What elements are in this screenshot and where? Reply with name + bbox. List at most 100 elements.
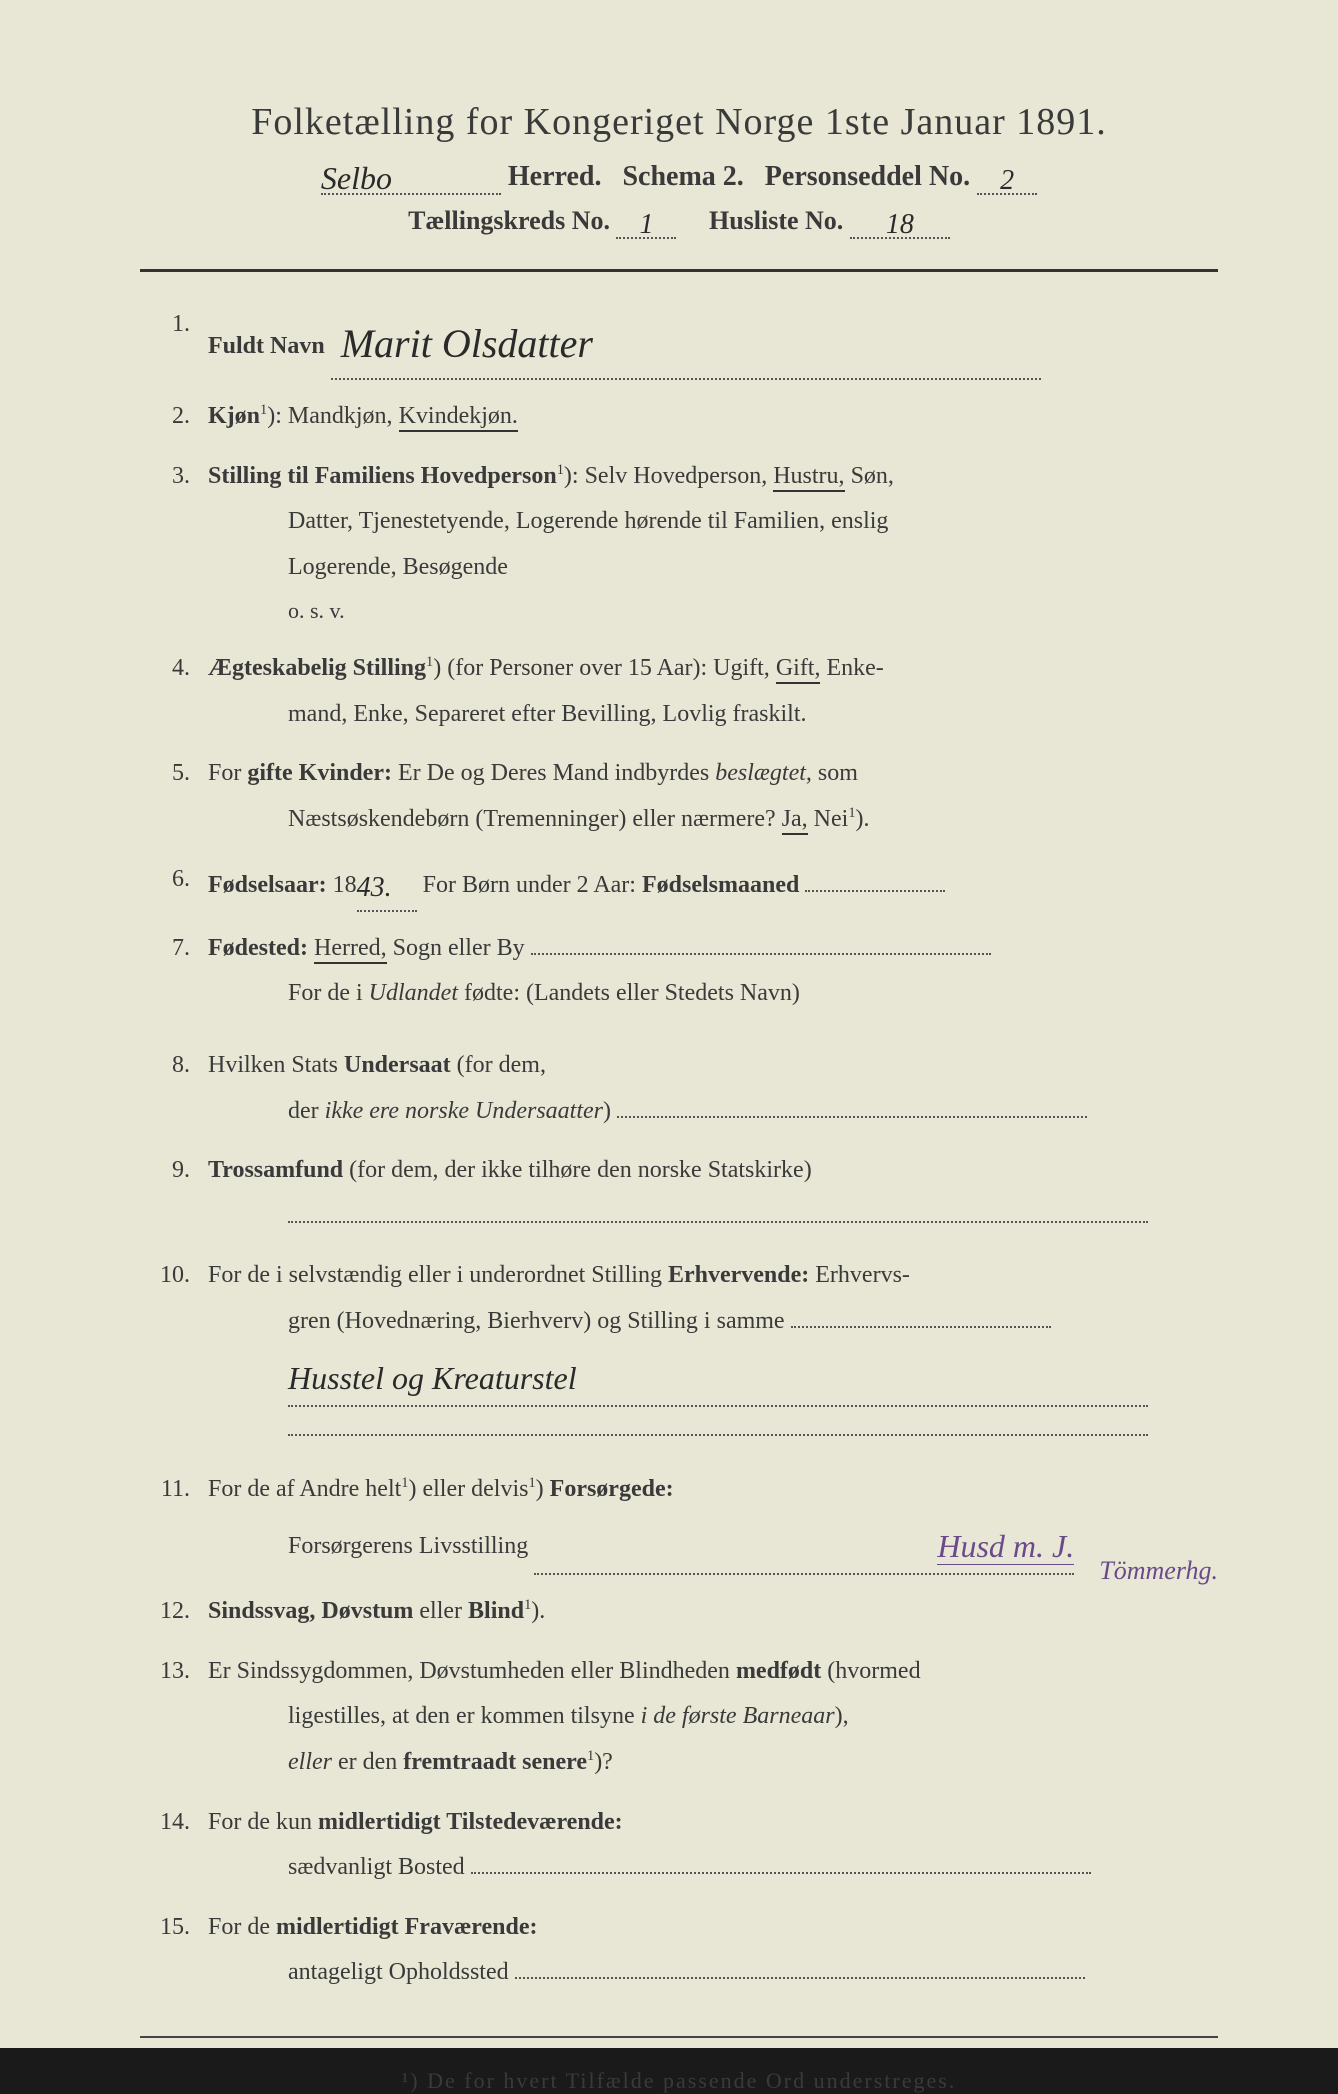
taellingskreds-value: 1 — [639, 209, 653, 240]
item-8-italic: ikke ere norske Undersaatter — [325, 1098, 603, 1124]
item-num: 3. — [140, 454, 208, 633]
item-num: 12. — [140, 1589, 208, 1635]
item-8-label: Undersaat — [344, 1052, 451, 1078]
item-6-label: Fødselsaar: — [208, 872, 327, 898]
divider-bottom — [140, 2036, 1218, 2038]
item-5-line2-b: Nei — [814, 806, 849, 832]
item-3: 3. Stilling til Familiens Hovedperson1):… — [140, 454, 1218, 633]
item-1: 1. Fuldt Navn Marit Olsdatter — [140, 302, 1218, 380]
item-9-text: (for dem, der ikke tilhøre den norske St… — [349, 1157, 812, 1183]
footnote: ¹) De for hvert Tilfælde passende Ord un… — [140, 2068, 1218, 2094]
item-15: 15. For de midlertidigt Fraværende: anta… — [140, 1905, 1218, 1996]
item-num: 9. — [140, 1148, 208, 1239]
item-15-label: midlertidigt Fraværende: — [276, 1914, 538, 1940]
item-11-line2: Forsørgerens Livsstilling — [288, 1533, 528, 1559]
item-8-line2-a: der — [288, 1098, 325, 1124]
item-num: 13. — [140, 1649, 208, 1786]
item-13-text-a: Er Sindssygdommen, Døvstumheden eller Bl… — [208, 1658, 736, 1684]
item-13-line2-b: ), — [835, 1703, 849, 1729]
item-4-text-b: Enke- — [826, 655, 883, 681]
item-15-line2: antageligt Opholdssted — [288, 1959, 509, 1985]
item-2-selected: Kvindekjøn. — [399, 403, 518, 432]
item-13-line3-a: eller — [288, 1749, 332, 1775]
item-5: 5. For gifte Kvinder: Er De og Deres Man… — [140, 751, 1218, 842]
item-4-label: Ægteskabelig Stilling — [208, 655, 426, 681]
item-7-line2: For de i — [288, 980, 369, 1006]
item-4: 4. Ægteskabelig Stilling1) (for Personer… — [140, 646, 1218, 737]
schema-label: Schema 2. — [622, 161, 743, 192]
item-2-label: Kjøn — [208, 403, 260, 429]
item-11-value: Husd m. J. — [937, 1528, 1074, 1565]
item-15-text-a: For de — [208, 1914, 276, 1940]
item-6-text-b: For Børn under 2 Aar: — [423, 872, 642, 898]
item-7: 7. Fødested: Herred, Sogn eller By For d… — [140, 926, 1218, 1017]
item-10-text-a: For de i selvstændig eller i underordnet… — [208, 1262, 668, 1288]
herred-value: Selbo — [321, 160, 392, 196]
item-1-value: Marit Olsdatter — [341, 321, 593, 366]
item-3-text-b: Søn, — [851, 463, 894, 489]
item-num: 6. — [140, 857, 208, 912]
item-13-bold-b: fremtraadt senere — [403, 1749, 587, 1775]
item-5-line2-a: Næstsøskendebørn (Tremenninger) eller næ… — [288, 806, 782, 832]
item-3-line3: Logerende, Besøgende — [208, 545, 1218, 591]
item-14: 14. For de kun midlertidigt Tilstedevære… — [140, 1800, 1218, 1891]
item-num: 7. — [140, 926, 208, 1017]
personseddel-value: 2 — [1000, 165, 1014, 196]
item-14-line2: sædvanligt Bosted — [288, 1854, 465, 1880]
item-5-italic-a: beslægtet, — [715, 760, 812, 786]
item-7-italic: Udlandet — [369, 980, 458, 1006]
item-5-selected: Ja, — [782, 806, 808, 835]
item-13-bold: medfødt — [736, 1658, 821, 1684]
item-12-label-b: Blind — [468, 1598, 524, 1624]
form-items: 1. Fuldt Navn Marit Olsdatter 2. Kjøn1):… — [140, 302, 1218, 1996]
item-10-line2: gren (Hovednæring, Bierhverv) og Stillin… — [288, 1308, 785, 1334]
item-13-line3-b: er den — [338, 1749, 403, 1775]
item-num: 10. — [140, 1253, 208, 1453]
item-7-label: Fødested: — [208, 935, 308, 961]
item-6: 6. Fødselsaar: 1843. For Børn under 2 Aa… — [140, 857, 1218, 912]
item-3-osv: o. s. v. — [208, 590, 1218, 632]
item-1-label: Fuldt Navn — [208, 333, 325, 359]
item-2: 2. Kjøn1): Mandkjøn, Kvindekjøn. — [140, 394, 1218, 440]
item-4-text-a: (for Personer over 15 Aar): Ugift, — [447, 655, 776, 681]
item-3-label: Stilling til Familiens Hovedperson — [208, 463, 557, 489]
item-12-label: Sindssvag, Døvstum — [208, 1598, 413, 1624]
item-6-prefix: 18 — [333, 872, 357, 898]
item-11: 11. For de af Andre helt1) eller delvis1… — [140, 1467, 1218, 1575]
item-3-selected: Hustru, — [773, 463, 844, 492]
item-num: 1. — [140, 302, 208, 380]
item-6-value: 43. — [357, 872, 392, 903]
item-14-text-a: For de kun — [208, 1809, 318, 1835]
header-line-2: Selbo Herred. Schema 2. Personseddel No.… — [140, 156, 1218, 195]
item-6-label-b: Fødselsmaaned — [642, 872, 799, 898]
item-5-text-a: Er De og Deres Mand indbyrdes — [398, 760, 715, 786]
item-13: 13. Er Sindssygdommen, Døvstumheden elle… — [140, 1649, 1218, 1786]
item-3-line2: Datter, Tjenestetyende, Logerende hørend… — [208, 499, 1218, 545]
item-5-text-b: som — [818, 760, 858, 786]
item-9-label: Trossamfund — [208, 1157, 343, 1183]
page-title: Folketælling for Kongeriget Norge 1ste J… — [140, 100, 1218, 144]
item-12: 12. Sindssvag, Døvstum eller Blind1). — [140, 1589, 1218, 1635]
item-num: 11. — [140, 1467, 208, 1575]
husliste-label: Husliste No. — [709, 206, 843, 235]
item-7-line2b: fødte: (Landets eller Stedets Navn) — [464, 980, 800, 1006]
item-10-label: Erhvervende: — [668, 1262, 809, 1288]
divider-top — [140, 269, 1218, 272]
item-num: 15. — [140, 1905, 208, 1996]
item-10-text-b: Erhvervs- — [815, 1262, 910, 1288]
taellingskreds-label: Tællingskreds No. — [408, 206, 610, 235]
census-form-page: Folketælling for Kongeriget Norge 1ste J… — [0, 0, 1338, 2048]
item-13-line2-a: ligestilles, at den er kommen tilsyne — [288, 1703, 641, 1729]
item-num: 2. — [140, 394, 208, 440]
item-13-text-b: (hvormed — [827, 1658, 920, 1684]
item-7-text-a: Sogn eller By — [393, 935, 525, 961]
item-num: 8. — [140, 1043, 208, 1134]
item-11-text-a: For de af Andre helt — [208, 1476, 401, 1502]
item-num: 5. — [140, 751, 208, 842]
item-11-label: Forsørgede: — [550, 1476, 674, 1502]
item-8-line2-b: ) — [603, 1098, 611, 1124]
item-num: 4. — [140, 646, 208, 737]
personseddel-label: Personseddel No. — [765, 161, 970, 192]
item-8-text-a: Hvilken Stats — [208, 1052, 344, 1078]
item-8-text-b: (for dem, — [457, 1052, 546, 1078]
